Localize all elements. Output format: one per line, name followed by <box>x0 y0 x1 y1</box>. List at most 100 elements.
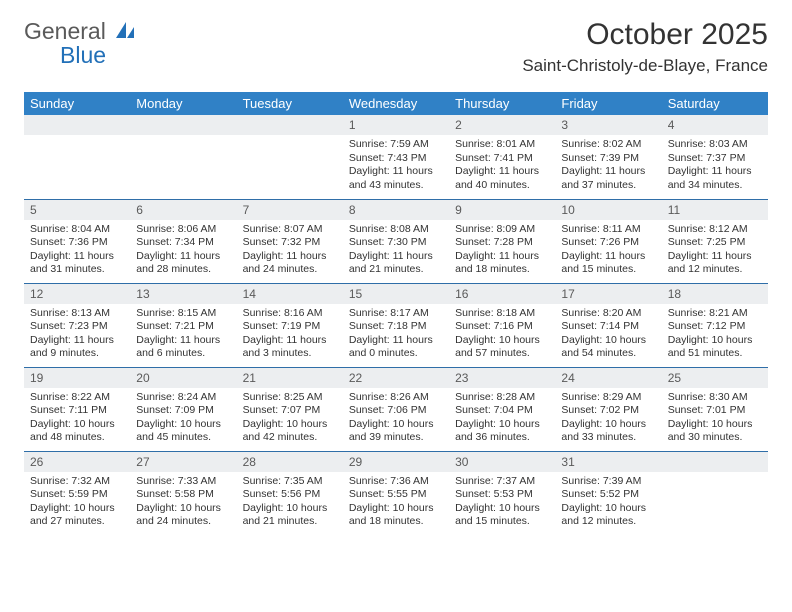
sunset-text: Sunset: 7:30 PM <box>349 236 443 250</box>
calendar-cell: 15Sunrise: 8:17 AMSunset: 7:18 PMDayligh… <box>343 283 449 367</box>
daylight-line2: and 42 minutes. <box>243 431 337 445</box>
sunset-text: Sunset: 7:26 PM <box>561 236 655 250</box>
day-number: 4 <box>662 115 768 135</box>
daylight-line1: Daylight: 10 hours <box>668 334 762 348</box>
day-number <box>662 452 768 472</box>
day-number: 19 <box>24 368 130 388</box>
daylight-line1: Daylight: 11 hours <box>243 334 337 348</box>
daylight-line1: Daylight: 11 hours <box>243 250 337 264</box>
calendar-cell: 26Sunrise: 7:32 AMSunset: 5:59 PMDayligh… <box>24 451 130 535</box>
sunrise-text: Sunrise: 7:37 AM <box>455 475 549 489</box>
day-number: 24 <box>555 368 661 388</box>
calendar-cell <box>24 115 130 199</box>
day-number: 27 <box>130 452 236 472</box>
calendar-cell <box>662 451 768 535</box>
daylight-line1: Daylight: 10 hours <box>455 418 549 432</box>
day-details: Sunrise: 7:35 AMSunset: 5:56 PMDaylight:… <box>237 472 343 534</box>
daylight-line1: Daylight: 10 hours <box>455 334 549 348</box>
daylight-line1: Daylight: 11 hours <box>455 250 549 264</box>
sunrise-text: Sunrise: 8:17 AM <box>349 307 443 321</box>
calendar-cell: 19Sunrise: 8:22 AMSunset: 7:11 PMDayligh… <box>24 367 130 451</box>
sunset-text: Sunset: 7:11 PM <box>30 404 124 418</box>
daylight-line2: and 51 minutes. <box>668 347 762 361</box>
day-number: 21 <box>237 368 343 388</box>
page-header: General Blue October 2025 Saint-Christol… <box>0 0 792 82</box>
sunset-text: Sunset: 7:19 PM <box>243 320 337 334</box>
calendar-cell: 21Sunrise: 8:25 AMSunset: 7:07 PMDayligh… <box>237 367 343 451</box>
day-details: Sunrise: 7:36 AMSunset: 5:55 PMDaylight:… <box>343 472 449 534</box>
sunrise-text: Sunrise: 8:15 AM <box>136 307 230 321</box>
sunset-text: Sunset: 7:14 PM <box>561 320 655 334</box>
daylight-line2: and 31 minutes. <box>30 263 124 277</box>
day-number: 30 <box>449 452 555 472</box>
sunset-text: Sunset: 7:34 PM <box>136 236 230 250</box>
calendar-cell: 9Sunrise: 8:09 AMSunset: 7:28 PMDaylight… <box>449 199 555 283</box>
calendar-cell: 12Sunrise: 8:13 AMSunset: 7:23 PMDayligh… <box>24 283 130 367</box>
sunset-text: Sunset: 7:41 PM <box>455 152 549 166</box>
title-block: October 2025 Saint-Christoly-de-Blaye, F… <box>522 18 768 76</box>
calendar-cell: 2Sunrise: 8:01 AMSunset: 7:41 PMDaylight… <box>449 115 555 199</box>
sunrise-text: Sunrise: 7:59 AM <box>349 138 443 152</box>
daylight-line2: and 54 minutes. <box>561 347 655 361</box>
daylight-line2: and 18 minutes. <box>455 263 549 277</box>
daylight-line2: and 15 minutes. <box>455 515 549 529</box>
daylight-line2: and 21 minutes. <box>243 515 337 529</box>
day-details: Sunrise: 8:26 AMSunset: 7:06 PMDaylight:… <box>343 388 449 450</box>
day-details: Sunrise: 8:18 AMSunset: 7:16 PMDaylight:… <box>449 304 555 366</box>
daylight-line1: Daylight: 10 hours <box>136 418 230 432</box>
sunrise-text: Sunrise: 8:12 AM <box>668 223 762 237</box>
daylight-line1: Daylight: 10 hours <box>243 502 337 516</box>
daylight-line2: and 15 minutes. <box>561 263 655 277</box>
calendar-cell: 8Sunrise: 8:08 AMSunset: 7:30 PMDaylight… <box>343 199 449 283</box>
day-number <box>237 115 343 135</box>
day-number: 9 <box>449 200 555 220</box>
sunrise-text: Sunrise: 7:35 AM <box>243 475 337 489</box>
calendar-head: Sunday Monday Tuesday Wednesday Thursday… <box>24 92 768 115</box>
day-details: Sunrise: 8:11 AMSunset: 7:26 PMDaylight:… <box>555 220 661 282</box>
weekday-header: Thursday <box>449 92 555 115</box>
calendar-row: 12Sunrise: 8:13 AMSunset: 7:23 PMDayligh… <box>24 283 768 367</box>
daylight-line2: and 21 minutes. <box>349 263 443 277</box>
calendar-cell: 11Sunrise: 8:12 AMSunset: 7:25 PMDayligh… <box>662 199 768 283</box>
daylight-line2: and 30 minutes. <box>668 431 762 445</box>
sunrise-text: Sunrise: 8:20 AM <box>561 307 655 321</box>
day-number: 1 <box>343 115 449 135</box>
day-number: 11 <box>662 200 768 220</box>
sunset-text: Sunset: 7:36 PM <box>30 236 124 250</box>
calendar-cell: 7Sunrise: 8:07 AMSunset: 7:32 PMDaylight… <box>237 199 343 283</box>
day-details: Sunrise: 8:16 AMSunset: 7:19 PMDaylight:… <box>237 304 343 366</box>
daylight-line1: Daylight: 11 hours <box>349 165 443 179</box>
calendar-cell: 17Sunrise: 8:20 AMSunset: 7:14 PMDayligh… <box>555 283 661 367</box>
day-number <box>130 115 236 135</box>
daylight-line2: and 3 minutes. <box>243 347 337 361</box>
calendar-row: 5Sunrise: 8:04 AMSunset: 7:36 PMDaylight… <box>24 199 768 283</box>
daylight-line1: Daylight: 11 hours <box>30 334 124 348</box>
weekday-header: Monday <box>130 92 236 115</box>
daylight-line1: Daylight: 11 hours <box>668 165 762 179</box>
daylight-line1: Daylight: 11 hours <box>561 250 655 264</box>
sunrise-text: Sunrise: 8:26 AM <box>349 391 443 405</box>
calendar-cell: 23Sunrise: 8:28 AMSunset: 7:04 PMDayligh… <box>449 367 555 451</box>
daylight-line2: and 27 minutes. <box>30 515 124 529</box>
calendar-table: Sunday Monday Tuesday Wednesday Thursday… <box>24 92 768 535</box>
sunset-text: Sunset: 7:18 PM <box>349 320 443 334</box>
calendar-cell <box>237 115 343 199</box>
sunset-text: Sunset: 7:02 PM <box>561 404 655 418</box>
daylight-line1: Daylight: 11 hours <box>136 334 230 348</box>
sunset-text: Sunset: 5:58 PM <box>136 488 230 502</box>
day-number: 15 <box>343 284 449 304</box>
calendar-body: 1Sunrise: 7:59 AMSunset: 7:43 PMDaylight… <box>24 115 768 535</box>
weekday-header: Friday <box>555 92 661 115</box>
daylight-line2: and 37 minutes. <box>561 179 655 193</box>
calendar-cell: 6Sunrise: 8:06 AMSunset: 7:34 PMDaylight… <box>130 199 236 283</box>
calendar-cell: 5Sunrise: 8:04 AMSunset: 7:36 PMDaylight… <box>24 199 130 283</box>
calendar-cell: 4Sunrise: 8:03 AMSunset: 7:37 PMDaylight… <box>662 115 768 199</box>
logo-text-blue: Blue <box>60 42 106 69</box>
calendar-cell: 20Sunrise: 8:24 AMSunset: 7:09 PMDayligh… <box>130 367 236 451</box>
daylight-line2: and 34 minutes. <box>668 179 762 193</box>
day-details: Sunrise: 8:03 AMSunset: 7:37 PMDaylight:… <box>662 135 768 197</box>
day-number: 25 <box>662 368 768 388</box>
sunrise-text: Sunrise: 8:22 AM <box>30 391 124 405</box>
sunrise-text: Sunrise: 8:07 AM <box>243 223 337 237</box>
day-details: Sunrise: 8:30 AMSunset: 7:01 PMDaylight:… <box>662 388 768 450</box>
